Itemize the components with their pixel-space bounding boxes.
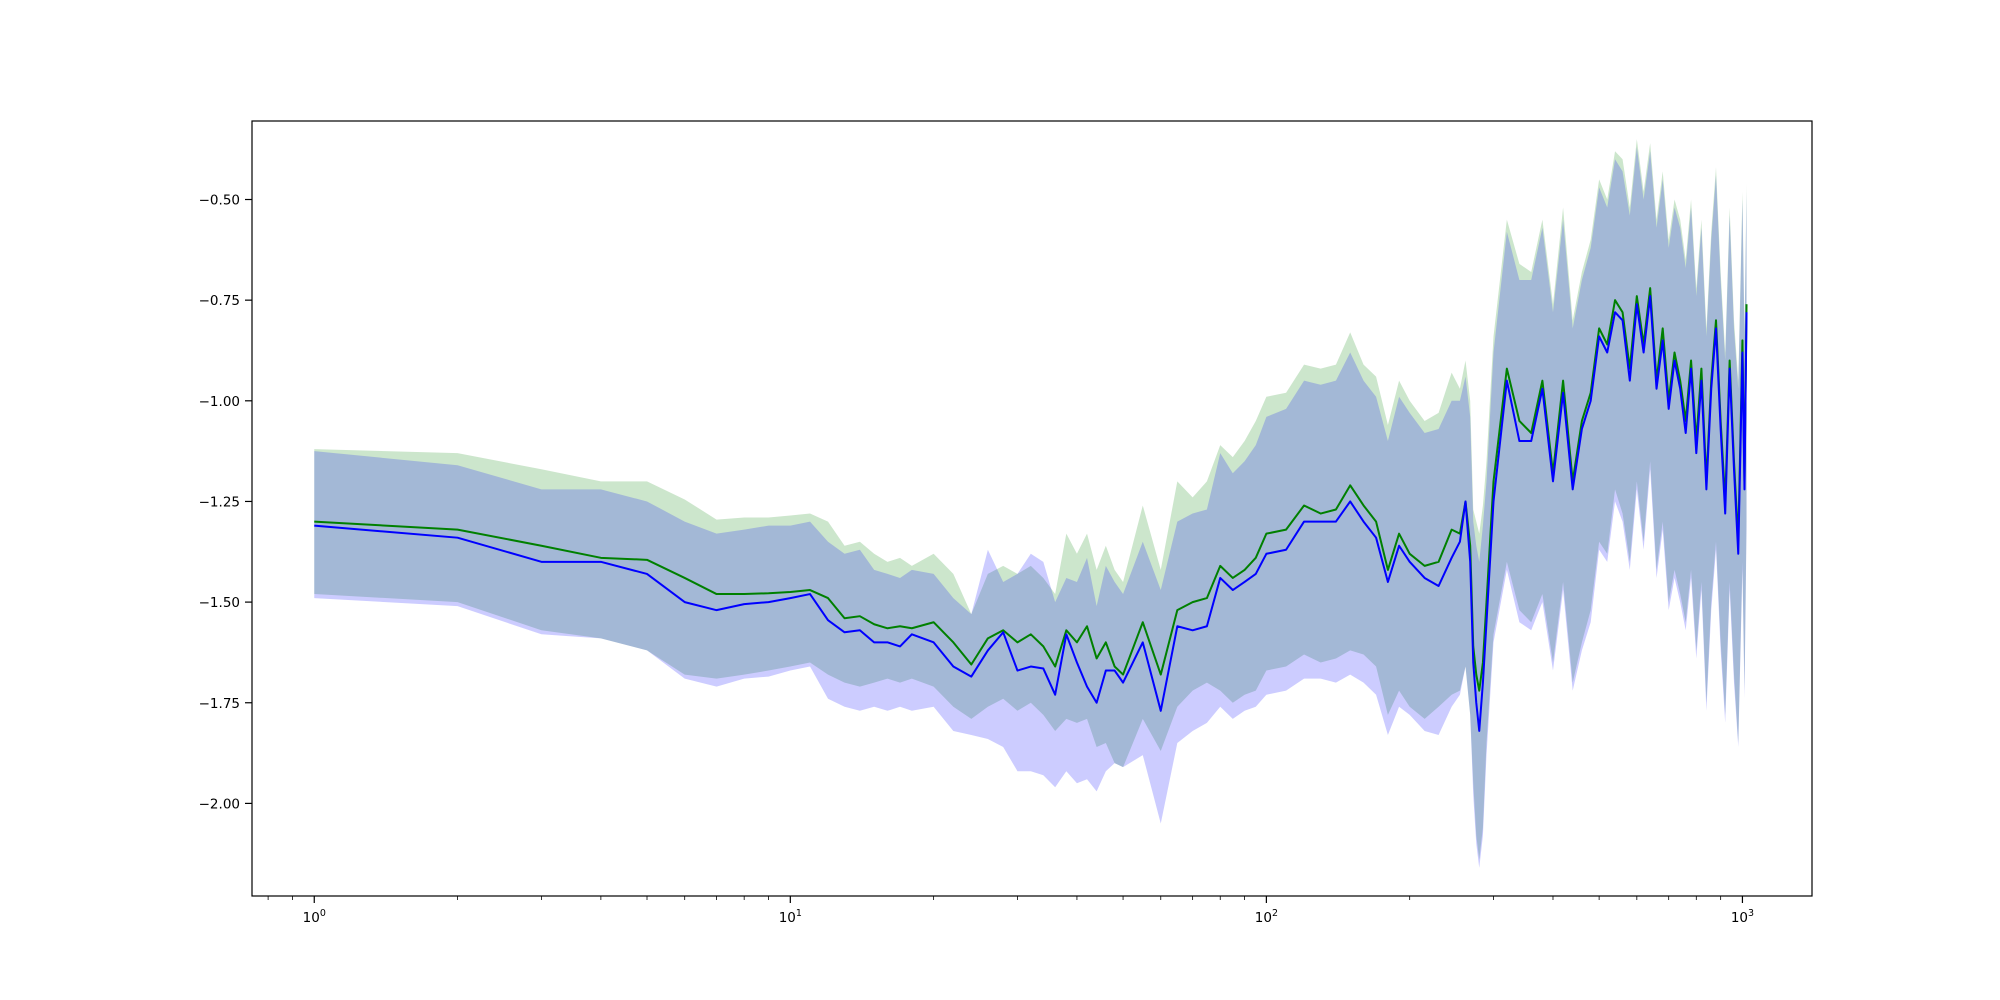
- x-tick-label: 103: [1731, 908, 1754, 926]
- y-tick-label: −2.00: [199, 796, 240, 812]
- y-axis: −0.50 −0.75 −1.00 −1.25 −1.50 −1.75 −2.00: [199, 193, 252, 812]
- y-tick-label: −0.50: [199, 193, 240, 209]
- y-tick-label: −0.75: [199, 293, 240, 309]
- plot-area: [314, 139, 1748, 868]
- x-tick-label: 101: [779, 908, 802, 926]
- x-tick-label: 100: [303, 908, 326, 926]
- series-1-band: [314, 139, 1747, 860]
- x-axis: 100 101 102 103: [267, 896, 1754, 926]
- y-tick-label: −1.50: [199, 595, 240, 611]
- series-2-band: [314, 147, 1747, 868]
- y-tick-label: −1.75: [199, 696, 240, 712]
- x-tick-label: 102: [1255, 908, 1278, 926]
- y-tick-label: −1.25: [199, 494, 240, 510]
- series-2-line: [314, 295, 1748, 732]
- y-tick-label: −1.00: [199, 394, 240, 410]
- axes-frame: [251, 120, 1813, 897]
